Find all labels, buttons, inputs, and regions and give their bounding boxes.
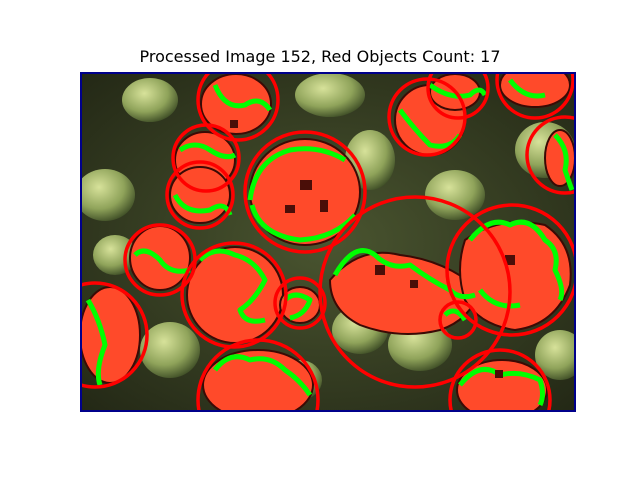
red-object-fills (81, 73, 575, 411)
detection-circle (196, 338, 320, 411)
photo-content (81, 73, 575, 411)
detection-circle (243, 130, 367, 254)
detection-circle (525, 115, 575, 195)
detection-circle (180, 241, 288, 349)
dark-pixel-details (230, 120, 515, 378)
detection-circle (318, 195, 512, 389)
green-contours (85, 78, 575, 407)
image-frame (80, 72, 576, 412)
detection-circle (165, 160, 235, 230)
detection-circle (495, 73, 575, 120)
detection-circles (81, 73, 575, 411)
detection-circle (445, 203, 575, 337)
detection-circle (273, 276, 327, 330)
detection-circle (81, 281, 149, 389)
detection-circle (196, 73, 280, 142)
detection-circle (438, 300, 478, 340)
figure-title: Processed Image 152, Red Objects Count: … (139, 47, 501, 66)
detection-circle (448, 348, 552, 411)
detection-circle (171, 123, 241, 193)
detection-circle (426, 73, 490, 120)
